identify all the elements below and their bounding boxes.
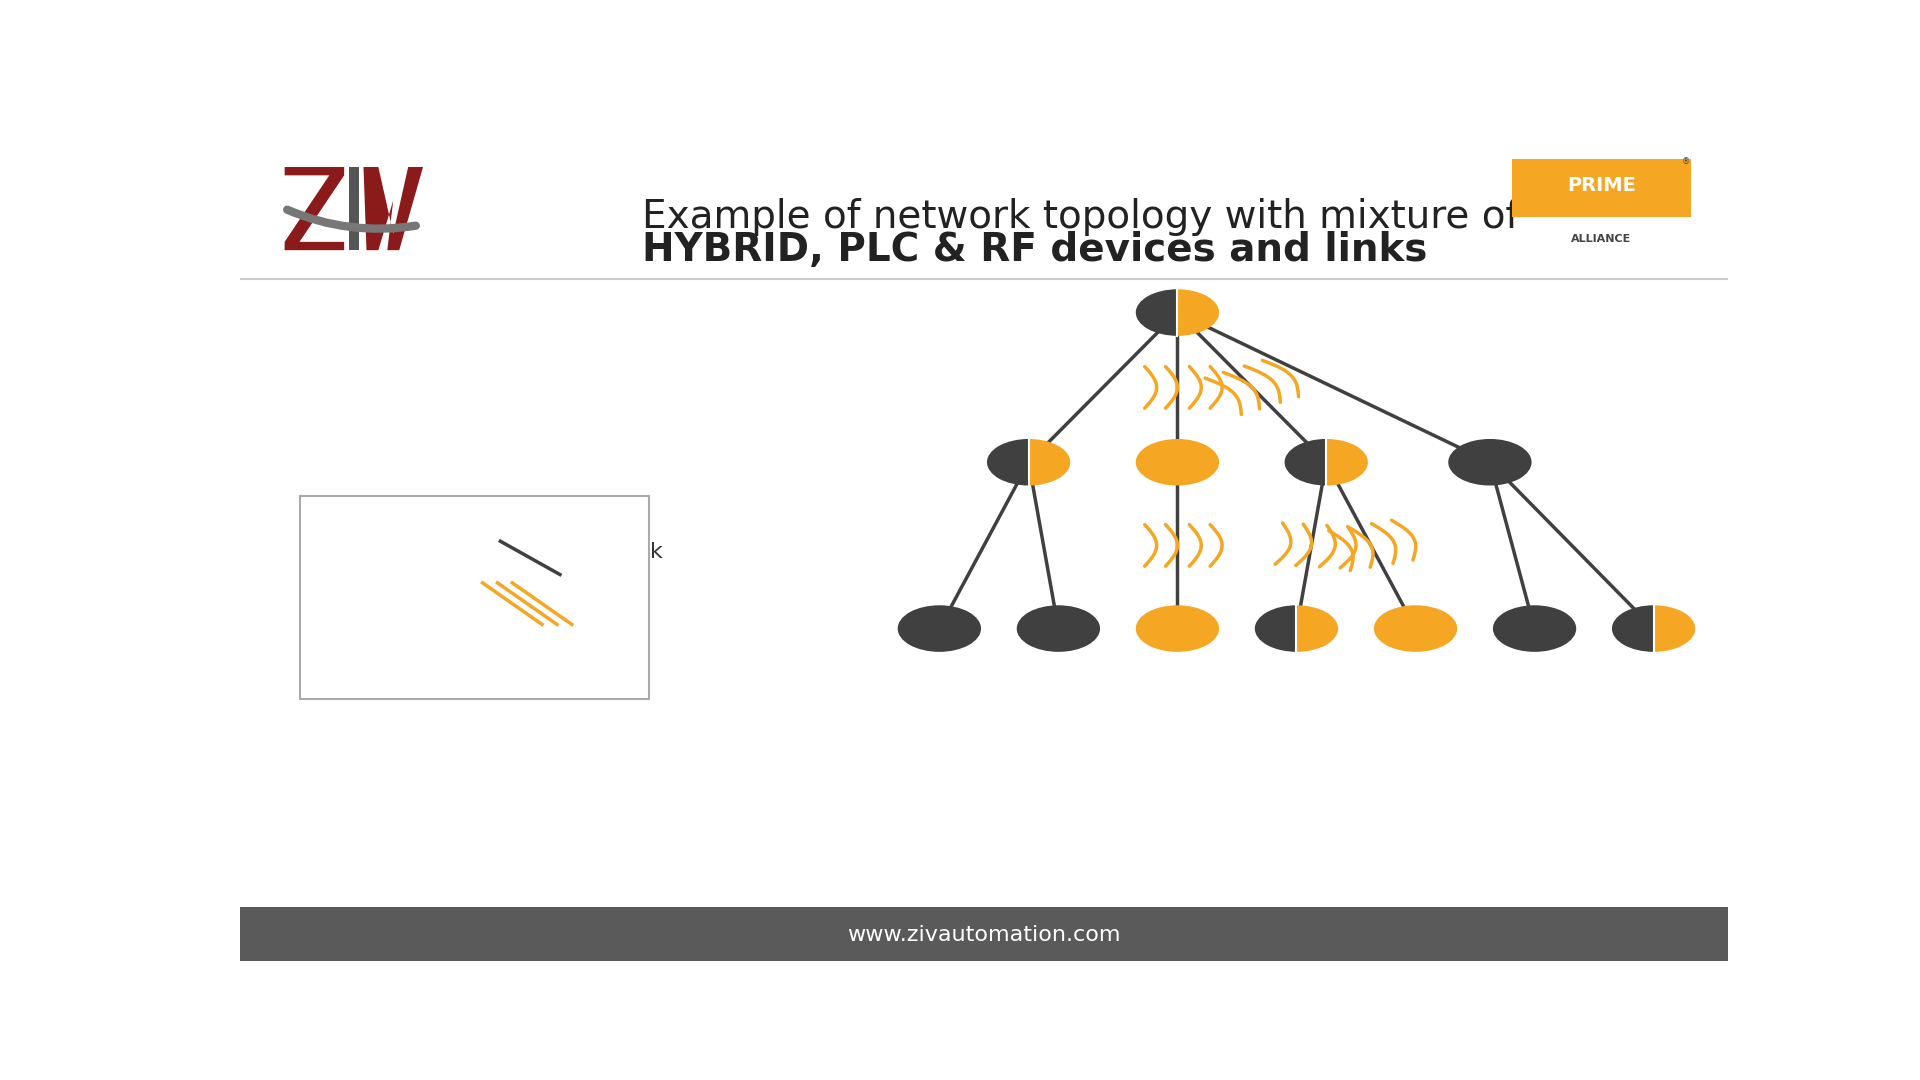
Circle shape xyxy=(1137,438,1219,486)
Text: RF device: RF device xyxy=(422,590,532,609)
FancyBboxPatch shape xyxy=(300,496,649,699)
Text: HYBRID, PLC & RF devices and links: HYBRID, PLC & RF devices and links xyxy=(641,231,1427,269)
Text: RF link: RF link xyxy=(574,604,649,623)
Wedge shape xyxy=(1256,605,1296,652)
Circle shape xyxy=(899,605,981,652)
Wedge shape xyxy=(1177,289,1219,336)
Circle shape xyxy=(1448,438,1532,486)
Wedge shape xyxy=(367,643,394,673)
Circle shape xyxy=(1018,605,1100,652)
Wedge shape xyxy=(1327,438,1367,486)
Text: www.zivautomation.com: www.zivautomation.com xyxy=(847,924,1121,945)
Text: Example of network topology with mixture of: Example of network topology with mixture… xyxy=(641,198,1519,235)
Wedge shape xyxy=(1653,605,1695,652)
Circle shape xyxy=(340,526,394,556)
Wedge shape xyxy=(1137,289,1177,336)
Text: PLC device: PLC device xyxy=(422,531,545,551)
FancyBboxPatch shape xyxy=(240,907,1728,961)
Wedge shape xyxy=(1296,605,1338,652)
Text: Hybrid device: Hybrid device xyxy=(422,648,576,667)
Wedge shape xyxy=(1613,605,1653,652)
Circle shape xyxy=(1137,605,1219,652)
Wedge shape xyxy=(340,643,367,673)
Wedge shape xyxy=(987,438,1029,486)
Circle shape xyxy=(1494,605,1576,652)
Text: PLC link: PLC link xyxy=(574,542,662,562)
Circle shape xyxy=(1375,605,1457,652)
Circle shape xyxy=(340,584,394,615)
Wedge shape xyxy=(1284,438,1327,486)
Wedge shape xyxy=(1029,438,1069,486)
